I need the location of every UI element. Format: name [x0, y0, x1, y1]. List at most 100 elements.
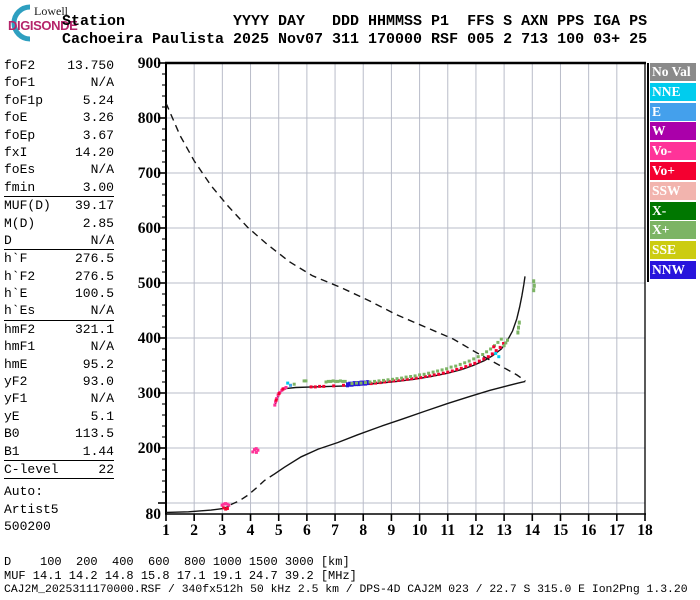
legend-item-nne: NNE	[650, 82, 696, 101]
echoes-e-region-echo-red	[222, 506, 229, 511]
param-value: 276.5	[74, 251, 114, 267]
e-layer-true-height	[165, 505, 230, 514]
param-label: foF1p	[4, 92, 44, 108]
x-tick-label: 18	[637, 522, 653, 539]
param-value: 276.5	[74, 268, 114, 284]
param-label: B0	[4, 426, 20, 442]
autoscaler-info: Auto: Artist5 500200	[4, 478, 114, 535]
station-header: Station YYYY DAY DDD HHMMSS P1 FFS S AXN…	[62, 13, 648, 48]
param-label: h`F	[4, 251, 28, 267]
echoes-f-trace-left-hook-red	[274, 387, 285, 402]
param-label: foF1	[4, 75, 36, 91]
echoes-red-stray-near-critical	[492, 345, 496, 349]
param-label: hmF2	[4, 321, 36, 337]
param-row-ye: yE 5.1	[4, 408, 114, 425]
param-row-hmf2: hmF2 321.1	[4, 321, 114, 338]
param-label: fxI	[4, 144, 28, 160]
y-tick-label: 200	[138, 440, 162, 457]
f-layer-true-height	[272, 380, 526, 476]
autoscaler-line: Auto:	[4, 484, 44, 500]
param-value: 95.2	[82, 356, 114, 372]
param-value: 2.85	[82, 215, 114, 231]
param-section: hmF2 321.1 hmF1 N/A hmE 95.2 yF2 93.0 yF1 N/A yE 5.…	[4, 319, 114, 460]
param-value: 14.20	[74, 144, 114, 160]
legend-item-x: X-	[650, 201, 696, 220]
param-row-fmin: fmin 3.00	[4, 179, 114, 196]
param-value: N/A	[90, 232, 114, 248]
param-label: h`F2	[4, 268, 36, 284]
x-tick-label: 9	[388, 522, 396, 539]
param-row-b1: B1 1.44	[4, 443, 114, 460]
param-label: C-level	[4, 461, 59, 477]
param-label: h`E	[4, 286, 28, 302]
logo-digisonde-text: DIGISONDE	[8, 18, 78, 33]
param-value: 100.5	[74, 286, 114, 302]
legend-item-vo: Vo-	[650, 142, 696, 161]
x-tick-label: 10	[412, 522, 428, 539]
x-tick-label: 11	[440, 522, 455, 539]
param-section: C-level 22	[4, 459, 114, 478]
param-value: 3.26	[82, 110, 114, 126]
legend-item-vo: Vo+	[650, 161, 696, 180]
param-row-foes: foEs N/A	[4, 161, 114, 178]
x-tick-label: 13	[496, 522, 512, 539]
x-tick-label: 1	[162, 522, 170, 539]
param-row-yf2: yF2 93.0	[4, 373, 114, 390]
x-tick-label: 2	[190, 522, 198, 539]
param-row-hme: hmE 95.2	[4, 356, 114, 373]
param-value: 5.24	[82, 92, 114, 108]
legend-item-sse: SSE	[650, 241, 696, 260]
x-tick-label: 7	[331, 522, 339, 539]
echoes-x-trace-green	[350, 337, 509, 386]
legend-item-e: E	[650, 102, 696, 121]
y-tick-label: 900	[138, 55, 162, 72]
param-value: 22	[98, 461, 114, 477]
param-row-yf1: yF1 N/A	[4, 390, 114, 407]
param-row-hmf1: hmF1 N/A	[4, 338, 114, 355]
param-label: yF2	[4, 374, 28, 390]
param-label: h`Es	[4, 303, 36, 319]
muf-distance-table: D 100 200 400 600 800 1000 1500 3000 [km…	[4, 555, 357, 583]
echoes-green-dash-14mhz	[532, 279, 536, 293]
parameter-panel: foF2 13.750 foF1 N/A foF1p 5.24 foE 3.26 foEp 3.6…	[4, 57, 114, 536]
param-label: foEs	[4, 162, 36, 178]
param-label: MUF(D)	[4, 198, 51, 214]
autoscaler-line: 500200	[4, 519, 51, 535]
param-row-fof1: foF1 N/A	[4, 74, 114, 91]
param-section: h`F 276.5 h`F2 276.5 h`E 100.5 h`Es N/A	[4, 249, 114, 320]
param-label: B1	[4, 443, 20, 459]
param-row-fxi: fxI 14.20	[4, 144, 114, 161]
ionogram-plot: 900 800 700 600 500 400 300 200 80 1 2 3 4 5 6 7 8 9 10 11 1…	[120, 55, 700, 555]
legend-item-no-val: No Val	[650, 63, 696, 81]
param-value: N/A	[90, 339, 114, 355]
param-label: foEp	[4, 127, 36, 143]
param-value: 5.1	[90, 408, 114, 424]
param-label: fmin	[4, 179, 36, 195]
param-section: MUF(D) 39.17 M(D) 2.85 D N/A	[4, 196, 114, 249]
param-label: hmE	[4, 356, 28, 372]
legend-item-nnw: NNW	[650, 260, 696, 279]
param-row-h-f: h`F 276.5	[4, 250, 114, 267]
param-value: 113.5	[74, 426, 114, 442]
lowell-digisonde-logo: Lowell DIGISONDE	[2, 2, 102, 46]
echoes-small-green-dashes-6mhz	[292, 379, 308, 386]
param-row-h-es: h`Es N/A	[4, 302, 114, 319]
param-label: hmF1	[4, 339, 36, 355]
x-tick-label: 5	[275, 522, 283, 539]
param-row-m-d: M(D) 2.85	[4, 215, 114, 232]
y-tick-label: 600	[138, 220, 162, 237]
x-tick-label: 16	[581, 522, 597, 539]
echoes-green-segment-7mhz	[324, 379, 347, 384]
param-value: 1.44	[82, 443, 114, 459]
legend-item-w: W	[650, 122, 696, 141]
param-value: 13.750	[67, 58, 114, 73]
y-tick-label: 800	[138, 110, 162, 127]
param-row-foep: foEp 3.67	[4, 127, 114, 144]
echoes-green-dash-13p5mhz	[516, 320, 521, 335]
param-label: yE	[4, 408, 20, 424]
x-tick-label: 8	[359, 522, 367, 539]
y-tick-label: 80	[146, 506, 162, 523]
legend-separator	[647, 63, 649, 282]
topside-profile-dashed	[165, 102, 526, 382]
param-value: 39.17	[74, 198, 114, 214]
